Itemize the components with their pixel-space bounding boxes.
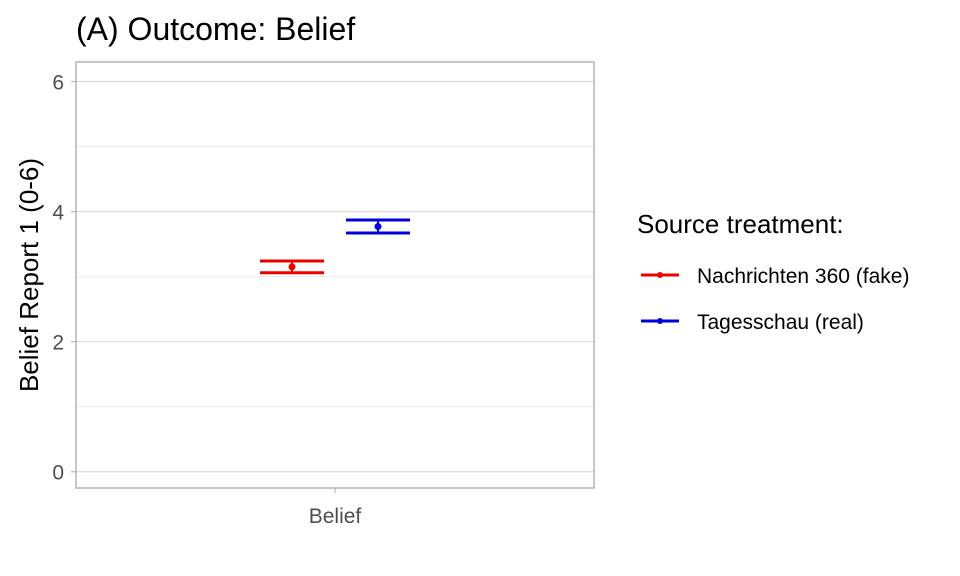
x-tick-label: Belief <box>309 505 362 528</box>
legend-items: Nachrichten 360 (fake) Tagesschau (real) <box>641 265 909 334</box>
chart-title: (A) Outcome: Belief <box>76 11 355 47</box>
legend-key-point <box>657 272 663 278</box>
legend-label: Tagesschau (real) <box>697 311 864 334</box>
x-axis-ticks: Belief <box>309 488 362 528</box>
plot-panel <box>75 61 595 489</box>
y-axis-title: Belief Report 1 (0-6) <box>14 158 44 392</box>
errorbar-series <box>346 218 410 235</box>
errorbar-series <box>260 259 324 275</box>
panel-background <box>76 62 594 488</box>
gridlines <box>76 80 594 473</box>
legend-item: Tagesschau (real) <box>641 311 864 334</box>
legend-key-point <box>657 318 663 324</box>
y-tick-label: 6 <box>52 72 64 95</box>
data-marks <box>260 218 410 275</box>
legend-item: Nachrichten 360 (fake) <box>641 265 909 288</box>
y-tick-label: 2 <box>52 332 64 355</box>
y-tick-label: 4 <box>52 202 64 225</box>
mean-point <box>288 263 296 271</box>
legend-label: Nachrichten 360 (fake) <box>697 265 909 288</box>
legend: Source treatment: Nachrichten 360 (fake)… <box>637 209 909 334</box>
y-axis-ticks: 0 2 4 6 <box>52 72 76 485</box>
y-tick-label: 0 <box>52 462 64 485</box>
legend-title: Source treatment: <box>637 209 844 239</box>
mean-point <box>374 223 382 231</box>
